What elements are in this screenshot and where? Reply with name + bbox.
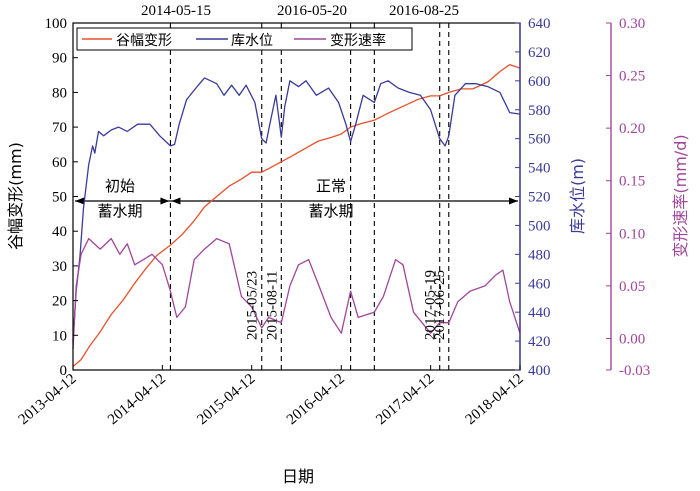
left-axis-tick-label: 100 — [45, 16, 68, 32]
right-axis-2-tick-label: 0.10 — [619, 226, 645, 242]
vertical-date-label: 2017-05-19 — [423, 270, 439, 340]
left-axis-tick-label: 50 — [52, 190, 67, 206]
right-axis-1-tick-label: 620 — [528, 45, 551, 61]
legend-label-rate: 变形速率 — [330, 32, 386, 49]
right-axis-1-tick-label: 460 — [528, 276, 551, 292]
right-axis-2-tick-label: -0.03 — [619, 363, 650, 379]
right-axis-1-tick-label: 540 — [528, 161, 551, 177]
right-axis-2-tick-label: 0.30 — [619, 16, 645, 32]
x-axis-tick-label: 2014-04-12 — [105, 371, 169, 428]
series-line-rate — [72, 237, 521, 350]
top-date-label-2016-05-20: 2016-05-20 — [277, 3, 347, 19]
x-axis-tick-label: 2015-04-12 — [194, 371, 258, 428]
right-axis-1-label: 库水位(m) — [568, 158, 587, 234]
series-line-deformation — [72, 63, 521, 367]
top-date-label-2014-05-15: 2014-05-15 — [141, 3, 211, 19]
top-date-label-2016-08-25: 2016-08-25 — [389, 3, 459, 19]
period-label-normal-1: 正常 — [316, 177, 346, 195]
legend-label-water-level: 库水位 — [231, 33, 273, 49]
right-axis-2-tick-label: 0.05 — [619, 279, 645, 295]
left-axis-label: 谷幅变形(mm) — [6, 142, 25, 250]
axes-layer: 0 10 20 30 40 50 60 70 80 90 100 谷幅变形(mm) 400 420 440 4… — [6, 16, 690, 486]
vertical-date-label: 2017-06-25 — [432, 270, 448, 340]
period-label-initial-2: 蓄水期 — [97, 202, 142, 220]
legend: 谷幅变形 库水位 变形速率 — [76, 27, 413, 51]
right-axis-1-tick-label: 480 — [528, 247, 551, 263]
left-axis-tick-label: 60 — [52, 155, 67, 171]
right-axis-1-tick-label: 440 — [528, 305, 551, 321]
period-label-normal-2: 蓄水期 — [308, 202, 353, 220]
x-axis-tick-label: 2017-04-12 — [373, 371, 437, 428]
vertical-date-label: 2015-08-11 — [264, 271, 280, 340]
right-axis-1-tick-label: 420 — [528, 334, 551, 350]
right-axis-2-tick-label: 0.00 — [619, 331, 645, 347]
right-axis-2-tick-label: 0.15 — [619, 174, 645, 190]
period-arrowhead-start — [75, 197, 84, 205]
series-line-water-level — [72, 77, 521, 342]
right-axis-2-tick-label: 0.20 — [619, 121, 645, 137]
left-axis-tick-label: 70 — [52, 120, 67, 136]
right-axis-1-tick-label: 580 — [528, 103, 551, 119]
legend-label-deformation: 谷幅变形 — [116, 33, 172, 49]
period-label-initial-1: 初始 — [105, 177, 135, 195]
left-axis-tick-label: 40 — [52, 224, 67, 240]
x-axis-tick-label: 2018-04-12 — [463, 371, 527, 428]
left-axis-tick-label: 30 — [52, 259, 67, 275]
right-axis-1-tick-label: 500 — [528, 218, 551, 234]
period-arrowhead-end — [509, 197, 518, 205]
right-axis-1-tick-label: 640 — [528, 16, 551, 32]
x-axis-tick-label: 2013-04-12 — [16, 371, 80, 428]
left-axis-tick-label: 10 — [52, 328, 67, 344]
period-arrowhead-initial-end — [160, 197, 170, 205]
period-arrowhead-normal-start — [171, 197, 181, 205]
legend-box — [76, 27, 413, 51]
x-axis-tick-label: 2016-04-12 — [284, 371, 348, 428]
vertical-date-label: 2015-05/23 — [245, 271, 261, 340]
right-axis-1-tick-label: 600 — [528, 74, 551, 90]
annotations: 2014-05-15 2016-05-20 2016-08-25 初始 蓄水期 … — [97, 3, 459, 340]
right-axis-1-tick-label: 560 — [528, 132, 551, 148]
plot-layer — [72, 23, 521, 370]
left-axis-tick-label: 20 — [52, 294, 67, 310]
x-axis-label: 日期 — [282, 467, 314, 486]
right-axis-1-tick-label: 400 — [528, 363, 551, 379]
right-axis-2-tick-label: 0.25 — [619, 69, 645, 85]
right-axis-2-label: 变形速率(mm/d) — [671, 134, 690, 257]
left-axis-tick-label: 80 — [52, 85, 67, 101]
plot-frame — [72, 22, 521, 371]
left-axis-tick-label: 90 — [52, 51, 67, 67]
right-axis-1-tick-label: 520 — [528, 190, 551, 206]
left-axis-tick-label: 0 — [60, 363, 68, 379]
